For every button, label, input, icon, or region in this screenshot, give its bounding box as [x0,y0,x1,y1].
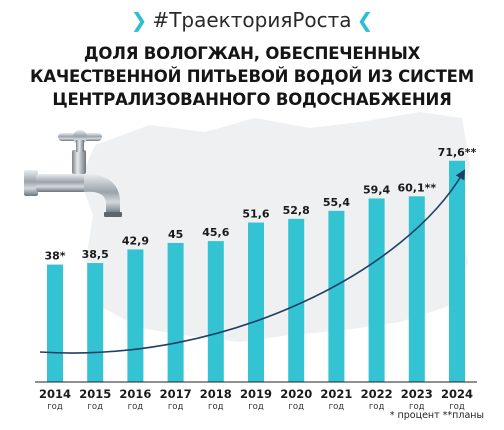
x-tick-label-2015: 2015 [79,387,111,401]
bar-2017 [167,242,184,382]
bar-2019 [248,222,264,382]
bar-2018 [207,241,224,382]
data-label-2019: 51,6 [242,208,269,221]
x-tick-labels-group: 2014год2015год2016год2017год2018год2019г… [39,387,473,412]
data-labels-group: 38* 38,5 42,9 45 45,6 51,6 52,8 55,4 59,4 60,1** 7… [44,146,476,263]
x-tick-sublabel-2019: год [248,402,264,412]
bar-2023 [408,196,425,382]
bar-2014 [47,264,63,382]
chevron-left-icon: ❮ [356,8,374,32]
title-line-2: КАЧЕСТВЕННОЙ ПИТЬЕВОЙ ВОДОЙ ИЗ СИСТЕМ [30,67,474,86]
x-tick-label-2016: 2016 [119,387,151,401]
x-tick-label-2014: 2014 [39,387,71,401]
title-line-3: ЦЕНТРАЛИЗОВАННОГО ВОДОСНАБЖЕНИЯ [52,90,452,109]
x-tick-sublabel-2024: год [449,402,465,412]
bar-2021 [328,210,345,382]
hashtag-text: #ТраекторияРоста [152,8,352,32]
x-tick-label-2024: 2024 [441,387,473,401]
data-label-2015: 38,5 [82,248,109,261]
water-faucet-icon [24,130,122,217]
x-tick-sublabel-2022: год [369,402,385,412]
data-label-2020: 52,8 [283,204,310,217]
footnote: * процент **планы [389,410,484,421]
x-tick-sublabel-2023: год [409,402,425,412]
title-line-1: ДОЛЯ ВОЛОГЖАН, ОБЕСПЕЧЕННЫХ [83,44,421,63]
x-tick-sublabel-2016: год [128,402,144,412]
x-tick-label-2018: 2018 [200,387,232,401]
x-tick-sublabel-2015: год [87,402,103,412]
bar-2020 [288,218,305,382]
x-tick-sublabel-2021: год [329,402,345,412]
data-label-2017: 45 [168,228,183,241]
data-label-2022: 59,4 [363,183,390,196]
bar-2024 [449,160,465,382]
data-label-2016: 42,9 [122,234,149,247]
chevron-right-icon: ❯ [130,8,148,32]
data-label-2018: 45,6 [202,226,229,239]
x-tick-sublabel-2020: год [288,402,304,412]
data-label-2024: 71,6** [438,146,477,159]
trend-arrow [39,169,466,354]
hashtag-header: ❯ #ТраекторияРоста ❮ [0,8,504,32]
x-tick-sublabel-2017: год [168,402,184,412]
x-tick-label-2023: 2023 [401,387,433,401]
x-tick-label-2020: 2020 [280,387,312,401]
data-label-2021: 55,4 [323,196,350,209]
bar-2022 [368,198,385,382]
x-tick-label-2021: 2021 [320,387,352,401]
page-title: ДОЛЯ ВОЛОГЖАН, ОБЕСПЕЧЕННЫХ КАЧЕСТВЕННОЙ… [0,42,504,111]
x-tick-sublabel-2018: год [208,402,224,412]
x-tick-label-2017: 2017 [160,387,192,401]
x-tick-label-2022: 2022 [361,387,393,401]
bar-2016 [127,249,144,382]
data-label-2023: 60,1** [397,181,436,194]
data-label-2014: 38* [44,250,65,263]
x-tick-label-2019: 2019 [240,387,272,401]
x-tick-sublabel-2014: год [47,402,63,412]
bar-2015 [87,263,104,382]
